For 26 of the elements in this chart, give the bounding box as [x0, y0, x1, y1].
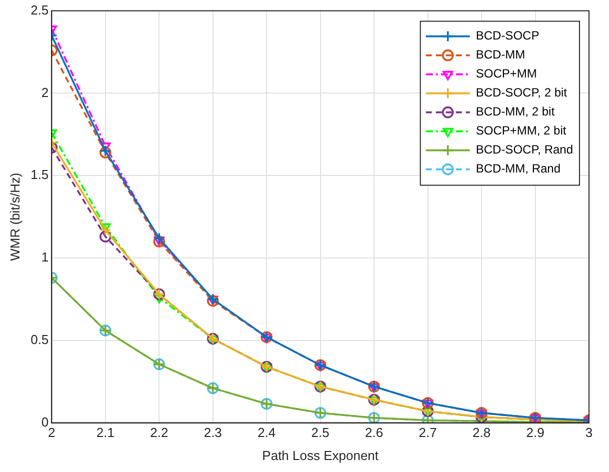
legend-label: BCD-MM, Rand — [476, 162, 561, 176]
legend-label: BCD-SOCP, 2 bit — [476, 86, 568, 100]
x-axis-title: Path Loss Exponent — [262, 448, 379, 463]
x-tick-label: 2.9 — [526, 425, 544, 440]
legend-label: BCD-MM, 2 bit — [476, 104, 556, 119]
x-tick-label: 2.4 — [258, 425, 276, 440]
x-tick-label: 2.6 — [365, 425, 384, 440]
legend-label: BCD-SOCP — [476, 28, 540, 43]
x-tick-label: 3 — [585, 425, 593, 440]
y-tick-label: 1 — [41, 250, 49, 265]
y-axis-title: WMR (bit/s/Hz) — [7, 172, 22, 261]
legend-label: BCD-MM — [476, 48, 526, 62]
x-tick-label: 2.2 — [150, 425, 168, 440]
y-tick-label: 2 — [41, 84, 49, 100]
legend-label: BCD-SOCP, Rand — [476, 142, 574, 157]
y-tick-label: 2.5 — [30, 2, 49, 18]
legend-label: SOCP+MM — [476, 66, 537, 81]
y-tick-label: 1.5 — [30, 167, 49, 182]
y-tick-label: 0.5 — [30, 332, 49, 347]
y-tick-label: 0 — [41, 414, 49, 430]
legend-label: SOCP+MM, 2 bit — [476, 124, 567, 138]
x-tick-label: 2.1 — [96, 425, 114, 440]
x-tick-label: 2.3 — [204, 425, 222, 440]
x-tick-label: 2.5 — [311, 425, 330, 440]
x-tick-label: 2.7 — [418, 425, 437, 440]
x-tick-label: 2.8 — [472, 425, 491, 440]
